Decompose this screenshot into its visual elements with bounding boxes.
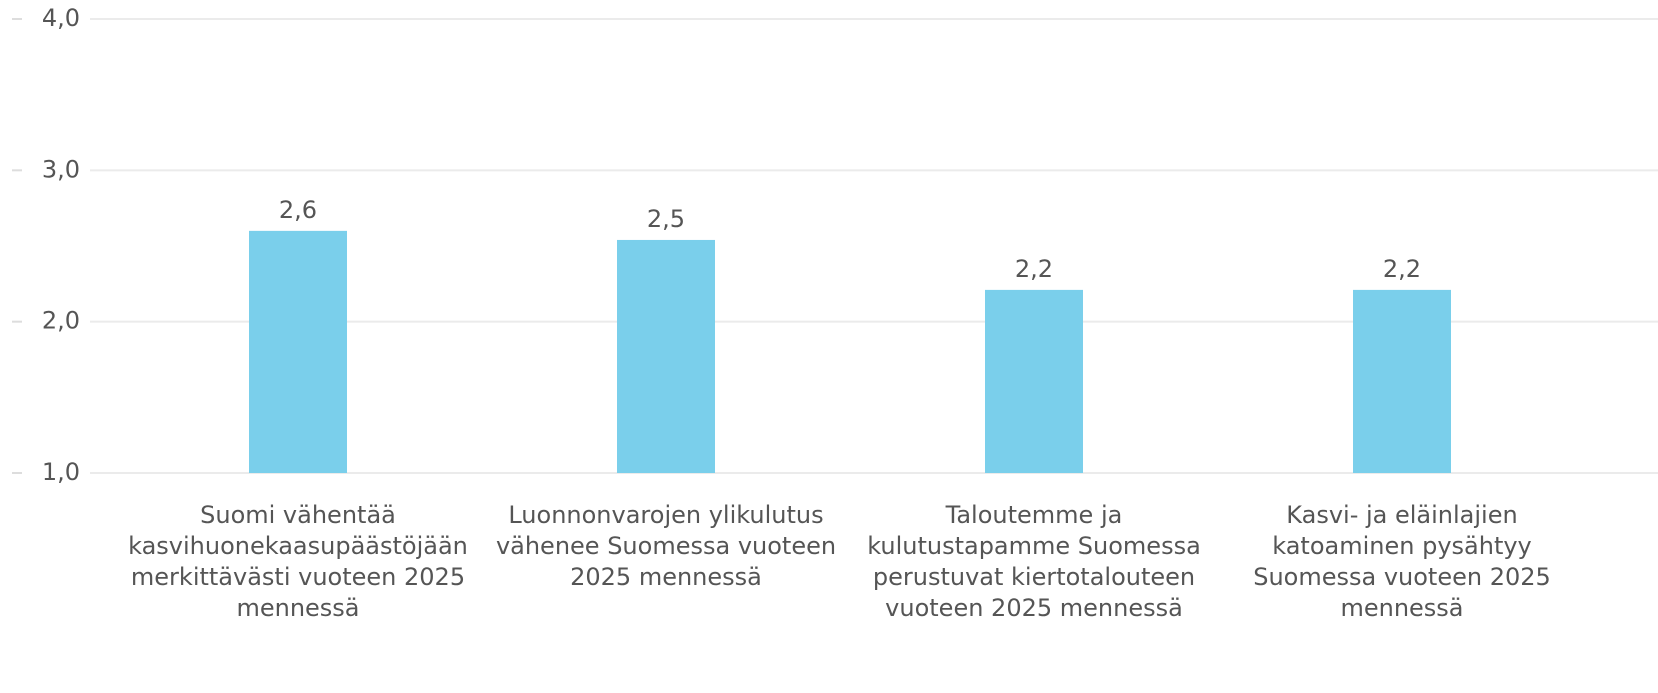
bar: [249, 230, 347, 473]
y-tick-label: 2,0: [42, 307, 80, 335]
y-tick-label: 4,0: [42, 4, 80, 32]
y-tick-label: 1,0: [42, 458, 80, 486]
data-label: 2,2: [1015, 255, 1053, 283]
bar: [617, 239, 715, 473]
x-tick-label: Taloutemme ja kulutustapamme Suomessa pe…: [867, 501, 1201, 622]
x-tick-label: Luonnonvarojen ylikulutus vähenee Suomes…: [495, 501, 837, 591]
data-label: 2,6: [279, 196, 317, 224]
bar: [985, 289, 1083, 473]
y-tick-label: 3,0: [42, 155, 80, 183]
x-tick-label: Suomi vähentää kasvihuonekaasupäästöjään…: [128, 501, 468, 622]
bar: [1353, 289, 1451, 473]
x-tick-label: Kasvi- ja eläinlajien katoaminen pysähty…: [1253, 501, 1551, 622]
data-label: 2,2: [1383, 255, 1421, 283]
data-label: 2,5: [647, 205, 685, 233]
